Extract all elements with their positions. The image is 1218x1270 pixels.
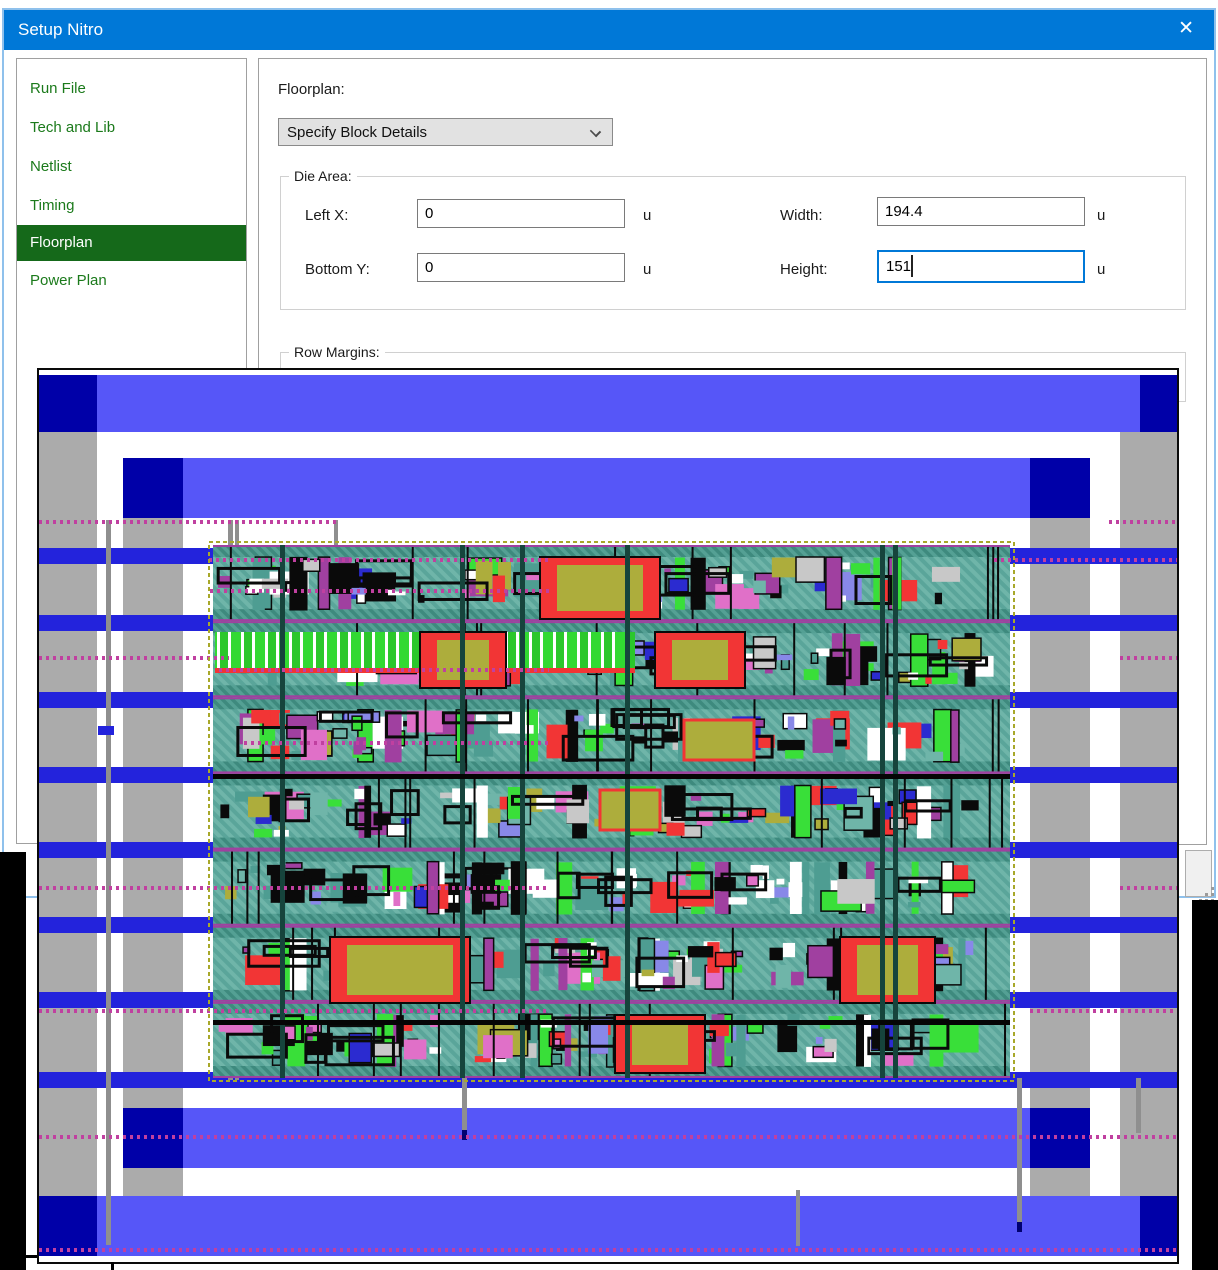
bottom-y-unit: u <box>643 261 652 278</box>
width-label: Width: <box>780 207 823 224</box>
scrollbar-fragment <box>1185 850 1212 897</box>
height-label: Height: <box>780 261 828 278</box>
wire-fragment <box>111 1262 114 1270</box>
floorplan-dropdown-value: Specify Block Details <box>287 123 428 141</box>
chevron-down-icon <box>589 125 602 138</box>
width-input[interactable] <box>877 197 1085 226</box>
left-x-label: Left X: <box>305 207 349 224</box>
sidebar-item-timing[interactable]: Timing <box>30 197 75 214</box>
floorplan-dropdown[interactable]: Specify Block Details <box>278 118 613 146</box>
left-x-input[interactable] <box>417 199 625 228</box>
window-edge-fragment <box>0 1255 40 1258</box>
text-caret <box>911 255 913 277</box>
width-unit: u <box>1097 207 1106 224</box>
height-input[interactable] <box>877 250 1085 283</box>
dialog-title: Setup Nitro <box>18 20 104 39</box>
die-area-group: Die Area: Left X: u Width: u Bottom Y: u… <box>280 168 1186 310</box>
chip-layout-canvas <box>39 370 1177 1262</box>
layout-viewer-window <box>37 368 1179 1264</box>
left-x-unit: u <box>643 207 652 224</box>
sidebar-item-floorplan[interactable]: Floorplan <box>17 225 246 261</box>
sidebar-item-tech-and-lib[interactable]: Tech and Lib <box>30 119 116 136</box>
height-unit: u <box>1097 261 1106 278</box>
backdrop-black-left <box>0 852 26 1270</box>
close-icon[interactable]: ✕ <box>1178 18 1194 39</box>
backdrop-black-right <box>1192 900 1218 1270</box>
sidebar-item-netlist[interactable]: Netlist <box>30 158 72 175</box>
floorplan-label: Floorplan: <box>278 81 345 98</box>
sidebar-item-run-file[interactable]: Run File <box>30 80 86 97</box>
bottom-y-input[interactable] <box>417 253 625 282</box>
die-area-legend: Die Area: <box>289 168 357 184</box>
sidebar-item-power-plan[interactable]: Power Plan <box>30 272 107 289</box>
bottom-y-label: Bottom Y: <box>305 261 370 278</box>
dialog-titlebar[interactable]: Setup Nitro ✕ <box>4 10 1214 50</box>
row-margins-legend: Row Margins: <box>289 344 385 360</box>
